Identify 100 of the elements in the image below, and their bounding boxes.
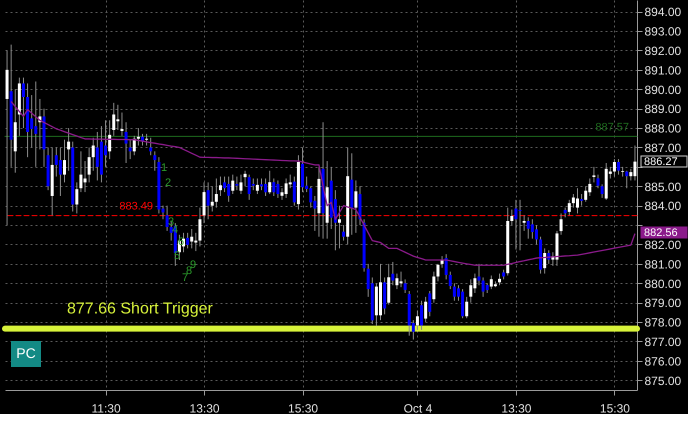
x-tick-label: 13:30 [501, 402, 532, 416]
candlestick [400, 271, 403, 288]
candlestick [292, 176, 296, 206]
candlestick [54, 146, 58, 178]
candlestick [256, 178, 259, 195]
candlestick [67, 128, 70, 172]
candlestick [198, 207, 202, 247]
candlestick [309, 186, 312, 208]
candlestick [588, 178, 592, 196]
candlestick [22, 77, 25, 129]
candlestick [264, 178, 268, 196]
candlestick [391, 261, 394, 286]
candlestick [482, 276, 485, 298]
candlestick [342, 224, 346, 242]
candlestick [534, 224, 538, 245]
y-tick-label: 875.00 [644, 374, 682, 388]
candlestick [116, 104, 120, 130]
candlestick [560, 212, 563, 236]
candlestick [79, 150, 82, 193]
candlestick [223, 176, 226, 193]
annotation: 4 [172, 224, 178, 236]
candlestick [218, 176, 222, 196]
candlestick [432, 271, 436, 304]
candlestick [260, 178, 263, 191]
ref-line-label: 883.49 [119, 200, 153, 213]
candlestick [568, 199, 571, 216]
candlestick [227, 176, 230, 202]
candlestick [420, 300, 424, 330]
candlestick [202, 182, 206, 224]
y-tick-label: 884.00 [644, 199, 682, 214]
candlestick [284, 178, 288, 198]
annotation: 1 [160, 162, 168, 174]
candlestick [166, 205, 169, 232]
candlestick [153, 150, 156, 172]
candlestick [112, 102, 116, 136]
candlestick [478, 263, 480, 286]
y-tick-label: 878.00 [644, 316, 682, 330]
y-tick-label: 889.00 [644, 102, 682, 116]
candlestick [564, 207, 567, 218]
y-tick-label: 890.00 [644, 82, 682, 97]
candlestick [510, 209, 514, 226]
candlestick [128, 139, 132, 160]
candlestick [625, 170, 628, 189]
candlestick [194, 232, 198, 252]
candlestick [490, 275, 493, 290]
candlestick [63, 139, 66, 183]
x-tick-label: 13:30 [190, 402, 220, 416]
candlestick [149, 137, 152, 156]
annotation: 3 [168, 216, 174, 228]
candlestick [92, 137, 95, 172]
candlestick [132, 135, 136, 156]
candlestick [584, 186, 588, 202]
candlestick [596, 174, 600, 189]
candlestick [473, 273, 476, 294]
candlestick [424, 296, 428, 323]
candlestick [88, 146, 91, 183]
candlestick [231, 174, 234, 195]
candlestick [469, 278, 472, 304]
y-tick-label: 893.00 [644, 24, 682, 39]
candlestick [486, 282, 489, 294]
candlestick [404, 278, 407, 294]
candlestick [498, 273, 502, 286]
y-tick-label: 880.00 [644, 276, 682, 291]
candlestick [633, 145, 636, 181]
candlestick [572, 194, 575, 208]
candlestick [465, 296, 468, 319]
candlestick [186, 232, 190, 249]
candlestick [84, 160, 87, 193]
text: 886.27 [644, 156, 678, 168]
candlestick [268, 170, 272, 195]
y-tick-label: 888.00 [644, 122, 682, 136]
candlestick [239, 174, 242, 195]
candlestick [214, 178, 218, 208]
candlestick [206, 182, 210, 220]
candlestick [617, 158, 620, 176]
candlestick [612, 158, 616, 178]
candlestick [145, 133, 148, 146]
x-tick-label: Oct 4 [404, 402, 433, 416]
candlestick [34, 80, 38, 168]
candlestick [502, 269, 506, 280]
candlestick [600, 184, 604, 198]
x-tick-label: 11:30 [91, 402, 121, 416]
y-tick-label: 882.00 [644, 238, 682, 252]
candlestick [248, 174, 251, 200]
y-tick-label: 881.00 [644, 257, 682, 272]
candlestick [58, 146, 62, 196]
candlestick [592, 166, 596, 183]
annotation: 7 [182, 272, 188, 284]
y-tick-label: 885.00 [644, 180, 682, 194]
candlestick [416, 310, 419, 330]
candlestick [30, 94, 34, 148]
candlestick [444, 254, 448, 280]
y-tick-label: 891.00 [644, 63, 682, 78]
candlestick [280, 188, 284, 200]
candlestick [75, 182, 78, 214]
y-tick-label: 876.00 [644, 354, 682, 368]
candlestick [580, 194, 584, 206]
candlestick [621, 166, 624, 178]
candlestick [576, 188, 579, 214]
candlestick [120, 112, 124, 136]
